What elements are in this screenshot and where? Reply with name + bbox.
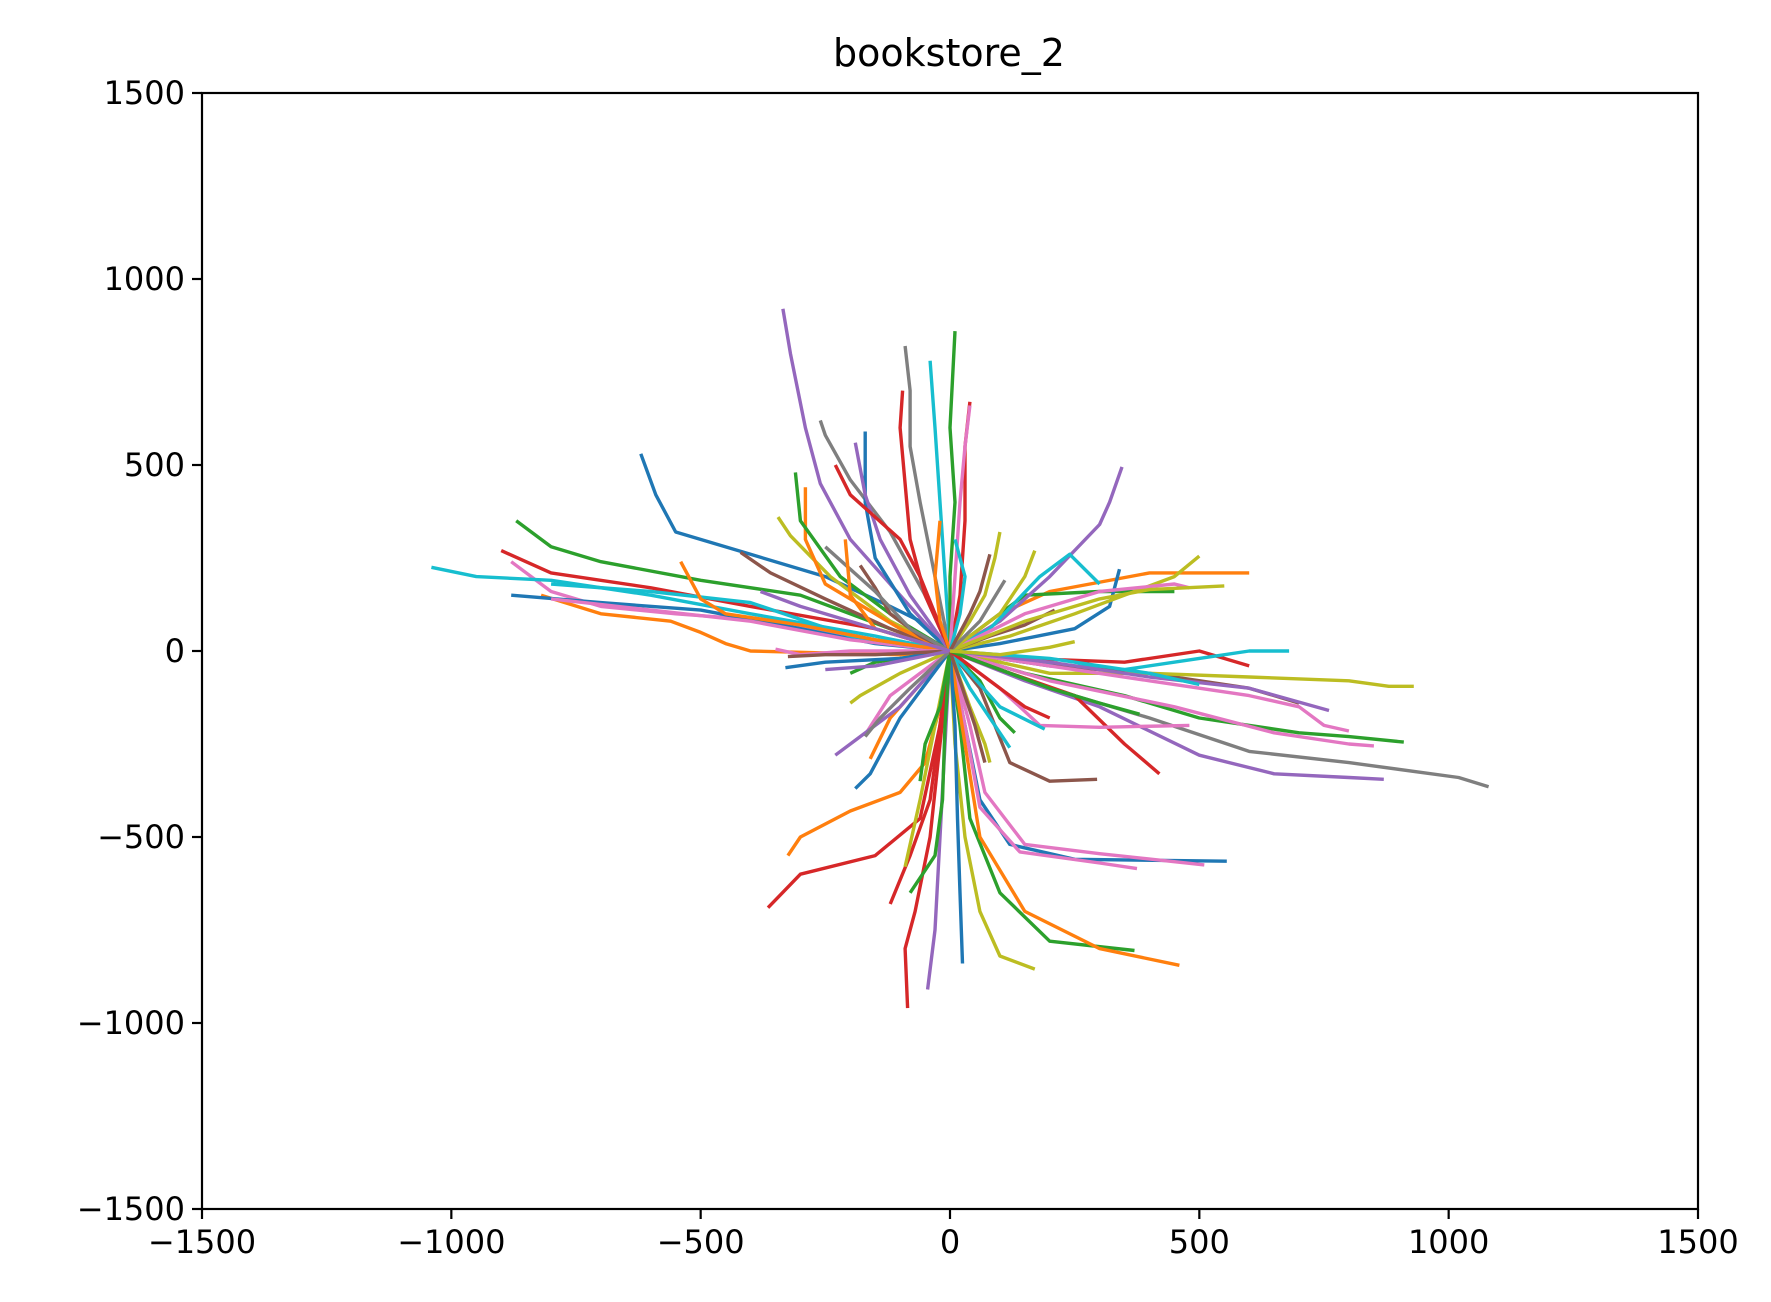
trajectory-line-67 [833, 464, 952, 652]
trajectory-line-66 [679, 560, 951, 653]
y-tick-label: 0 [165, 632, 185, 670]
trajectory-line-10 [431, 565, 951, 653]
trajectory-line-85 [948, 649, 1051, 720]
trajectory-line-30 [949, 582, 1190, 653]
trajectory-line-78 [863, 649, 952, 738]
trajectory-line-81 [787, 649, 951, 659]
trajectory-line-76 [854, 649, 952, 790]
x-tick-label: 1000 [1408, 1223, 1489, 1261]
trajectory-line-73 [933, 520, 952, 652]
trajectory-line-14 [898, 390, 952, 652]
y-tick-label: 1500 [104, 74, 185, 112]
trajectory-line-39 [949, 649, 1384, 781]
trajectory-line-43 [949, 649, 1330, 713]
y-axis: −1500 −1000 −500 0 500 1000 1500 [77, 74, 202, 1228]
trajectory-line-27 [949, 554, 1201, 653]
trajectory-line-40 [949, 649, 1375, 748]
x-tick-label: 1500 [1657, 1223, 1738, 1261]
trajectory-line-86 [948, 579, 1007, 653]
trajectory-line-74 [948, 538, 967, 652]
trajectory-line-32 [949, 584, 1225, 653]
trajectory-line-62 [849, 649, 951, 705]
trajectory-line-58 [908, 650, 952, 894]
x-tick-label: −1500 [148, 1223, 256, 1261]
trajectory-line-57 [888, 650, 952, 905]
trajectory-line-92 [759, 589, 951, 653]
trajectory-line-68 [948, 531, 1002, 652]
trajectory-line-18 [948, 331, 957, 651]
trajectory-line-84 [948, 650, 987, 764]
trajectory-line-11 [863, 431, 952, 653]
trajectory-line-52 [948, 650, 965, 964]
trajectory-line-70 [948, 650, 1012, 749]
trajectory-line-79 [775, 647, 950, 657]
trajectory-line-89 [949, 649, 1140, 716]
trajectory-line-77 [918, 650, 952, 782]
trajectory-line-15 [853, 442, 952, 652]
trajectory-line-17 [928, 360, 952, 652]
x-tick-label: 500 [1169, 1223, 1230, 1261]
trajectory-line-60 [863, 649, 952, 736]
trajectory-line-9 [776, 516, 951, 653]
trajectory-line-90 [949, 640, 1076, 657]
y-tick-label: 1000 [104, 260, 185, 298]
trajectory-line-82 [825, 649, 951, 672]
trajectory-line-26 [949, 568, 1122, 653]
trajectory-line-65 [824, 545, 951, 653]
x-tick-label: 0 [940, 1223, 960, 1261]
trajectory-line-36 [949, 649, 1414, 688]
y-tick-label: −1000 [77, 1004, 185, 1042]
trajectory-line-83 [948, 649, 1046, 731]
x-axis: −1500 −1000 −500 0 500 1000 1500 [148, 1209, 1739, 1261]
trajectory-line-12 [803, 487, 951, 653]
trajectory-line-47 [948, 650, 1205, 867]
trajectory-line-48 [948, 650, 1138, 871]
trajectory-line-22 [550, 597, 951, 653]
trajectory-line-69 [948, 549, 1037, 653]
y-tick-label: −500 [97, 818, 185, 856]
series-lines [431, 308, 1490, 1009]
trajectory-line-42 [949, 649, 1350, 733]
x-tick-label: −500 [657, 1223, 745, 1261]
chart-title: bookstore_2 [833, 31, 1065, 75]
trajectory-line-87 [948, 553, 992, 652]
trajectory-line-50 [948, 650, 1180, 967]
x-tick-label: −1000 [397, 1223, 505, 1261]
y-tick-label: −1500 [77, 1190, 185, 1228]
trajectory-line-6 [739, 550, 951, 653]
y-tick-label: 500 [124, 446, 185, 484]
trajectory-line-20 [948, 405, 972, 652]
